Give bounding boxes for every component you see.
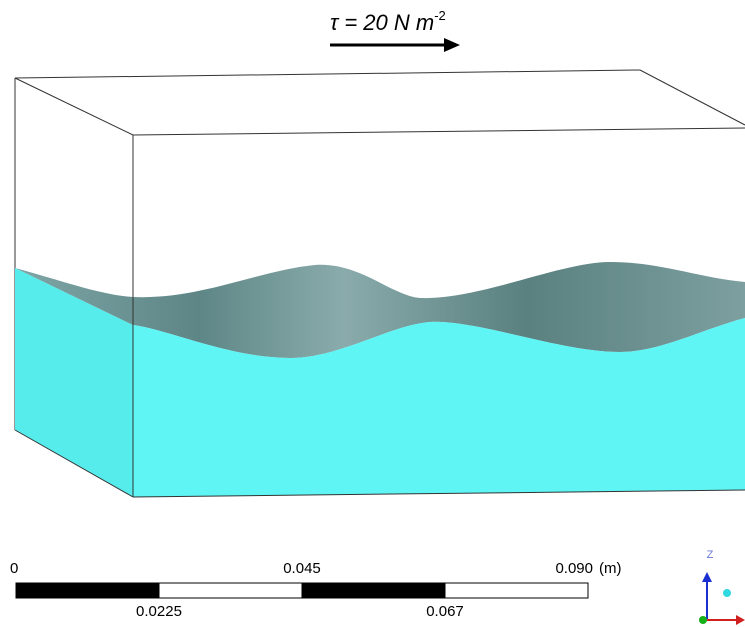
water-surface — [15, 262, 745, 358]
stress-label: τ = 20 N m-2 — [330, 8, 446, 35]
scale-segment — [15, 582, 160, 599]
scale-segment — [301, 582, 446, 599]
water-front — [133, 318, 745, 497]
scale-label: 0.045 — [283, 560, 321, 577]
x-arrow — [736, 615, 745, 625]
scale-bar: 0 0.045 0.090 (m) 0.0225 0.067 — [10, 560, 622, 620]
water-side — [15, 268, 133, 497]
arrow-head — [444, 38, 460, 52]
scale-label: 0.090 — [555, 560, 593, 577]
scale-segment — [158, 582, 303, 599]
scale-label: 0.067 — [426, 603, 464, 620]
view-marker — [723, 589, 731, 597]
stress-exponent: -2 — [434, 8, 446, 23]
z-label: Z — [707, 549, 714, 561]
scale-unit: (m) — [599, 560, 622, 577]
scale-label: 0 — [10, 560, 18, 577]
scale-label: 0.0225 — [136, 603, 182, 620]
scale-segment — [444, 582, 589, 599]
domain-box-front — [14, 77, 745, 498]
y-axis — [699, 616, 707, 624]
axis-triad: Z — [699, 549, 745, 625]
z-arrow — [702, 572, 712, 582]
stress-text: τ = 20 N m — [330, 10, 434, 35]
